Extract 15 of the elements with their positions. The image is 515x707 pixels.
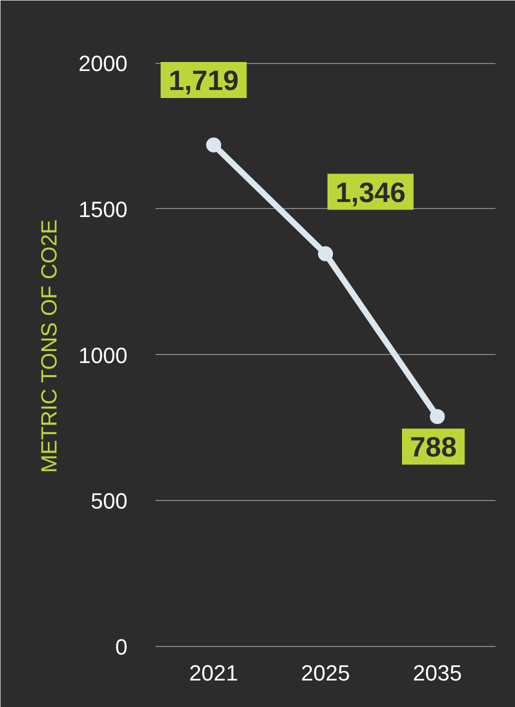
y-tick-label: 2000	[78, 51, 128, 76]
point	[318, 246, 333, 262]
y-tick-label: 1500	[78, 196, 128, 222]
data-label: 788	[410, 432, 457, 463]
x-tick-label: 2035	[412, 660, 462, 686]
point	[430, 409, 445, 424]
data-label: 1,719	[168, 64, 239, 96]
data-label: 1,346	[335, 176, 406, 208]
x-tick-label: 2021	[189, 660, 238, 686]
y-tick-label: 0	[115, 634, 128, 660]
y-tick-label: 1000	[78, 342, 128, 368]
y-tick-label: 500	[90, 488, 128, 514]
x-tick-label: 2025	[301, 660, 350, 686]
y-axis-title: METRIC TONS OF CO2E	[36, 219, 62, 473]
point	[206, 138, 222, 152]
